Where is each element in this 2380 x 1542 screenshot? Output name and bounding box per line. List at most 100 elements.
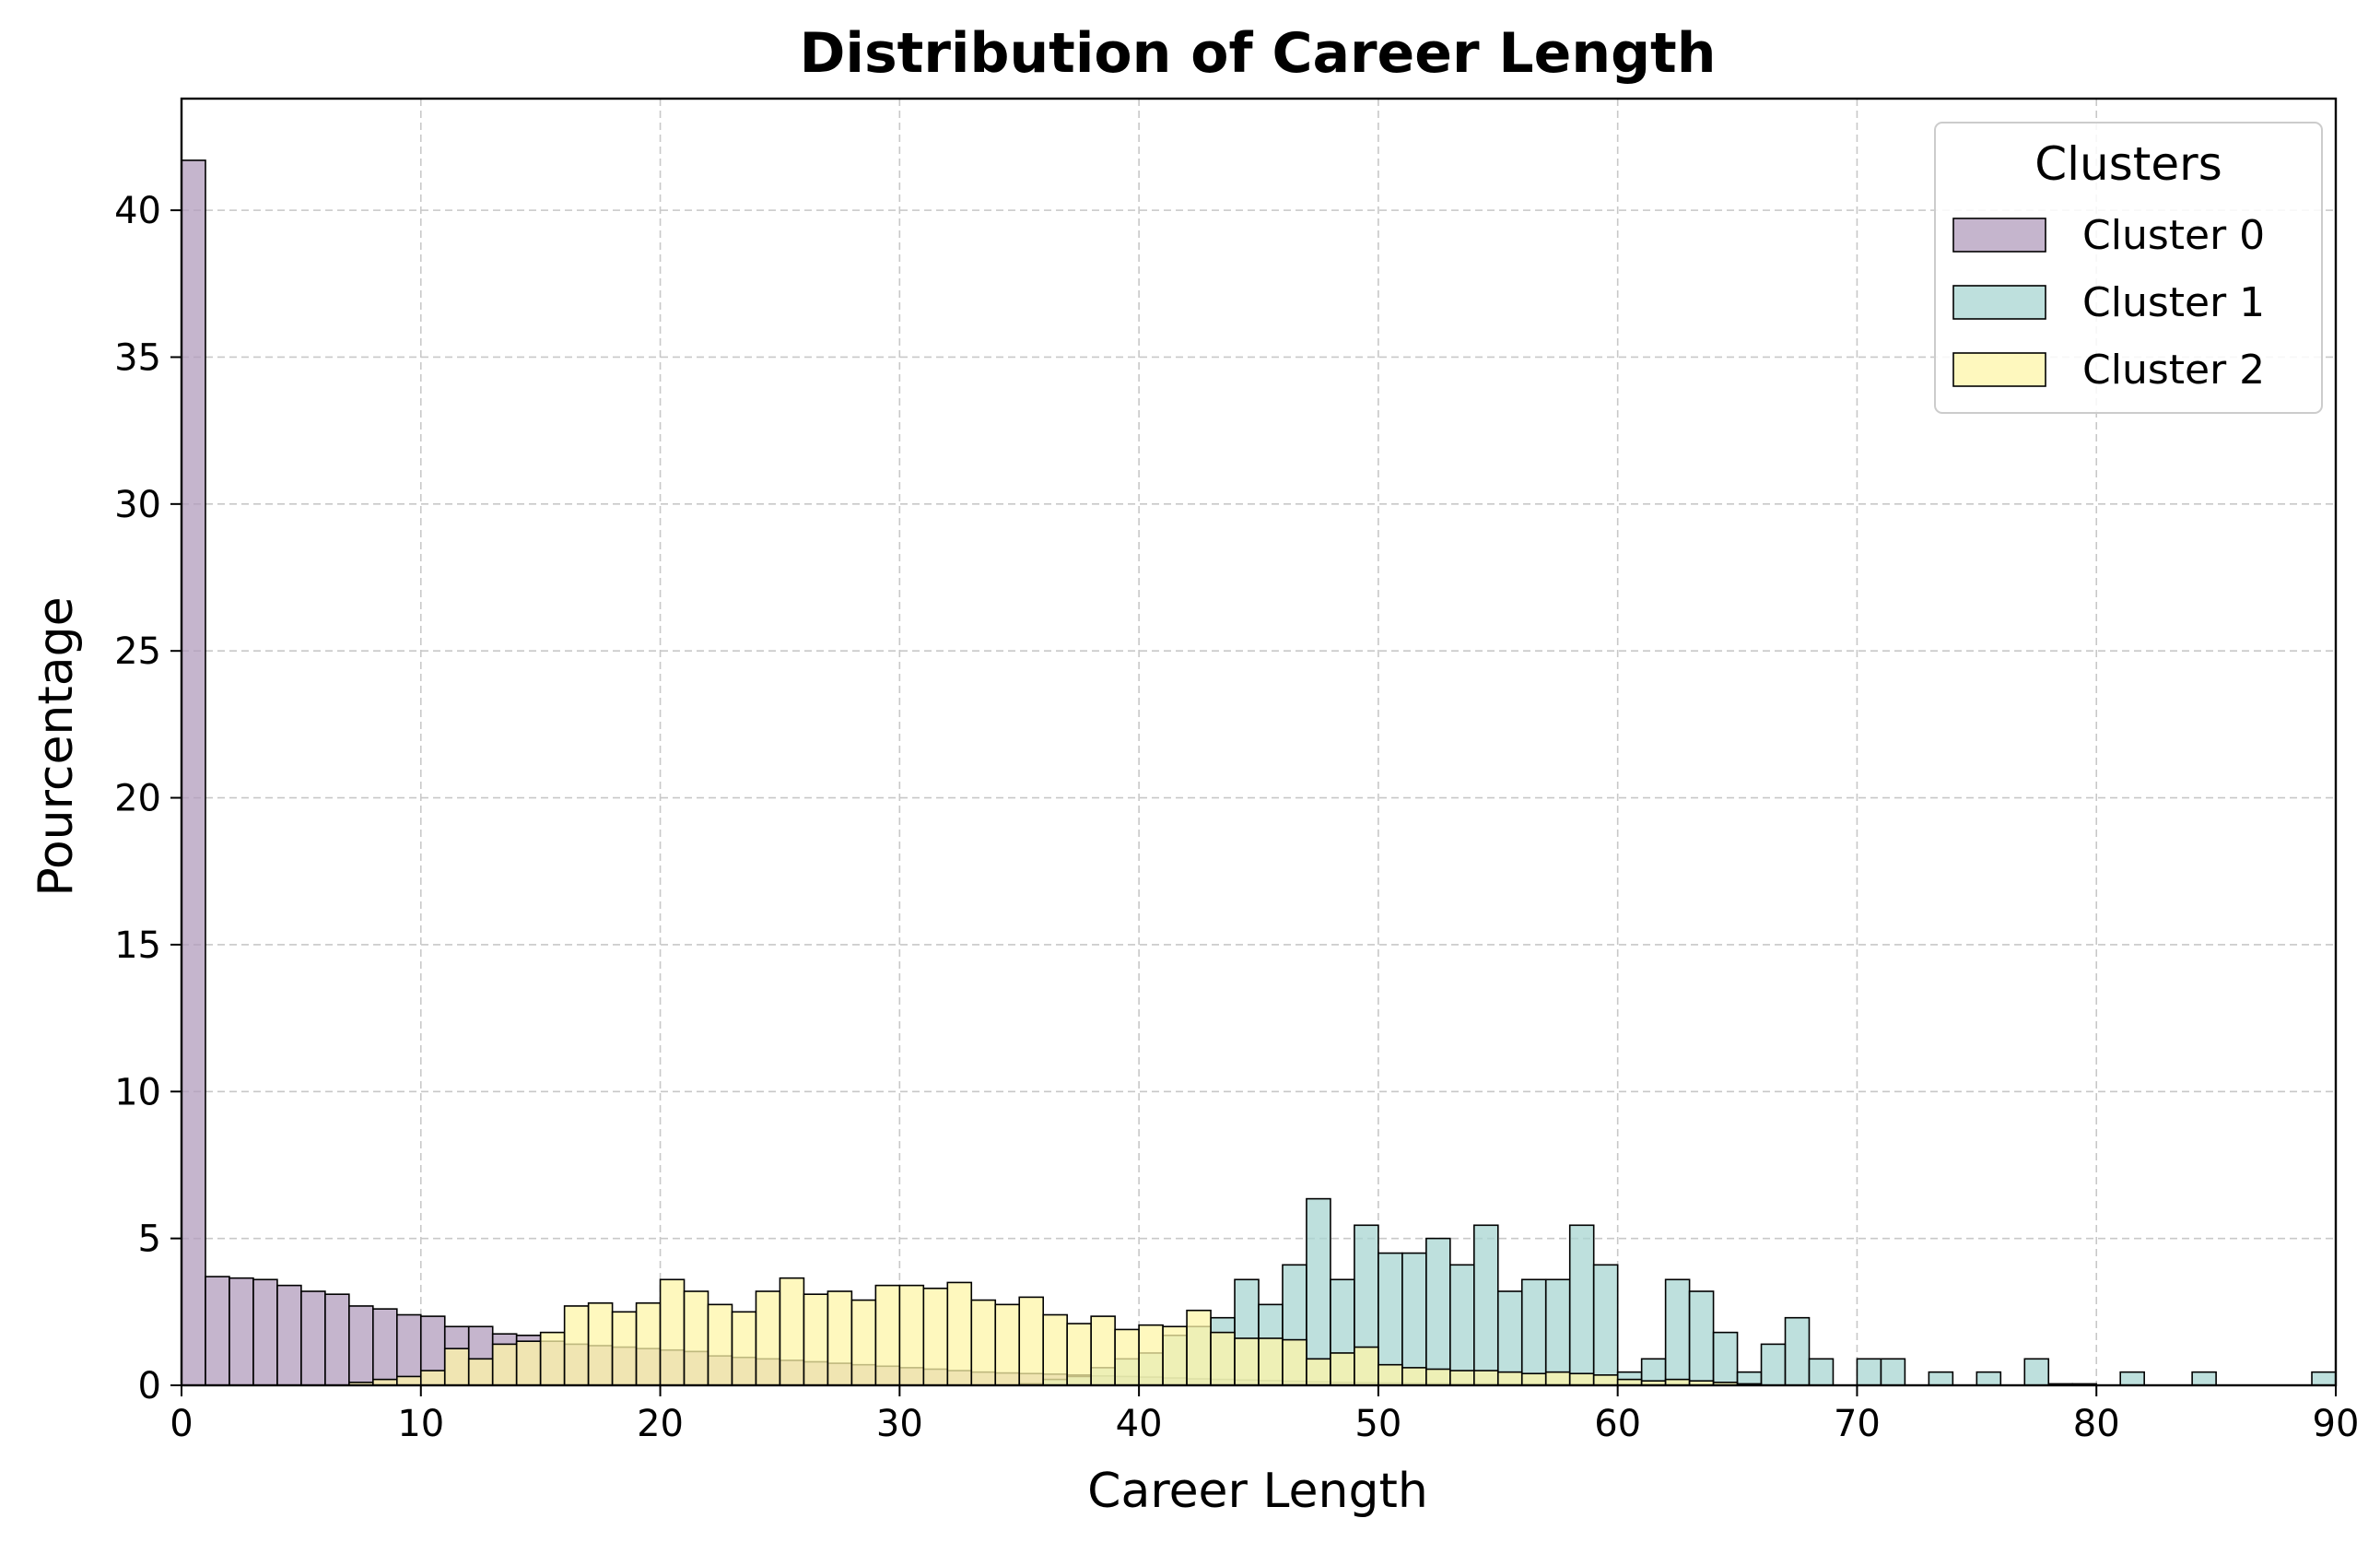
series-cluster-2	[348, 1277, 1763, 1386]
histogram-bar	[1401, 1252, 1427, 1386]
histogram-bar	[1592, 1374, 1619, 1386]
histogram-bar	[1712, 1331, 1739, 1386]
histogram-bar	[755, 1290, 781, 1386]
histogram-bar	[1449, 1370, 1475, 1386]
histogram-bar	[1114, 1328, 1140, 1386]
legend-entry: Cluster 1	[1952, 279, 2265, 326]
histogram-bar	[898, 1284, 925, 1386]
histogram-bar	[587, 1301, 614, 1386]
histogram-bar	[779, 1277, 805, 1386]
histogram-bar	[1473, 1370, 1499, 1386]
tick-labels: 0 10 20 30 40 50 60 70 80 90 0 5 10 15 20 25 30 35 40	[114, 190, 2359, 1445]
x-tick-label: 80	[2073, 1403, 2120, 1445]
histogram-bar	[1760, 1343, 1787, 1386]
legend-entries: Cluster 0 Cluster 1 Cluster 2	[1952, 212, 2265, 394]
histogram-bar	[2311, 1371, 2337, 1386]
histogram-bar	[229, 1277, 254, 1386]
histogram-bar	[1425, 1237, 1451, 1386]
histogram-bar	[731, 1311, 757, 1386]
histogram-bar	[2191, 1371, 2217, 1386]
histogram-bar	[611, 1311, 638, 1386]
plot-frame	[180, 97, 2338, 1387]
histogram-bar	[395, 1313, 422, 1386]
histogram-bar	[372, 1308, 398, 1386]
histogram-bar	[1976, 1371, 2002, 1386]
legend-swatch	[1952, 352, 2046, 387]
histogram-bar	[1473, 1224, 1499, 1386]
histogram-bar	[970, 1299, 997, 1386]
histogram-bar	[1210, 1331, 1236, 1386]
histogram-bar	[563, 1305, 590, 1386]
histogram-bar	[491, 1343, 518, 1386]
histogram-bar	[1592, 1264, 1619, 1386]
y-axis-label: Pourcentage	[29, 596, 84, 896]
histogram-bar	[707, 1303, 733, 1386]
histogram-bar	[1520, 1278, 1547, 1386]
histogram-bar	[1496, 1290, 1523, 1386]
histogram-bar	[874, 1284, 901, 1386]
histogram-bar	[659, 1278, 686, 1386]
histogram-bar	[1544, 1371, 1571, 1386]
x-tick-label: 70	[1834, 1403, 1881, 1445]
chart-title: Distribution of Career Length	[800, 21, 1717, 86]
histogram-bar	[300, 1290, 326, 1386]
histogram-bar	[850, 1299, 877, 1386]
histogram-bar	[1018, 1296, 1044, 1386]
legend-label: Cluster 0	[2082, 212, 2265, 259]
histogram-bar	[252, 1278, 278, 1386]
histogram-bar	[443, 1348, 470, 1386]
histogram-bar	[1306, 1358, 1331, 1386]
y-tick-label: 10	[114, 1071, 161, 1113]
y-tick-label: 15	[114, 924, 161, 967]
histogram-bar	[1234, 1337, 1260, 1386]
histogram-bar	[1928, 1371, 1954, 1386]
histogram-bar	[1520, 1372, 1547, 1386]
histogram-bar	[2023, 1358, 2050, 1386]
x-tick-label: 0	[170, 1403, 193, 1445]
histogram-bar	[276, 1284, 302, 1386]
histogram-bar	[635, 1301, 662, 1386]
histogram-bar	[994, 1303, 1021, 1386]
legend-title: Clusters	[2034, 137, 2222, 191]
series-cluster-0	[181, 159, 1739, 1386]
histogram-bar	[1568, 1224, 1595, 1386]
x-tick-label: 50	[1354, 1403, 1401, 1445]
histogram-bar	[205, 1276, 230, 1386]
histogram-bar	[1425, 1368, 1451, 1386]
histogram-bar	[946, 1281, 973, 1386]
legend-swatch	[1952, 218, 2046, 253]
legend-entry: Cluster 2	[1952, 347, 2265, 394]
histogram-bars	[181, 159, 2337, 1386]
histogram-bar	[467, 1358, 494, 1386]
y-tick-label: 25	[114, 630, 161, 673]
histogram-bar	[1784, 1316, 1811, 1386]
histogram-bar	[539, 1331, 566, 1386]
legend: Clusters Cluster 0 Cluster 1 Cluster 2	[1934, 122, 2323, 414]
histogram-bar	[1856, 1358, 1882, 1386]
histogram-bar	[1162, 1325, 1188, 1386]
histogram-bar	[1449, 1264, 1475, 1386]
histogram-bar	[1544, 1278, 1571, 1386]
histogram-bar	[1880, 1358, 1906, 1386]
histogram-bar	[803, 1293, 829, 1386]
x-tick-label: 20	[637, 1403, 684, 1445]
x-axis-label: Career Length	[1087, 1464, 1428, 1519]
histogram-bar	[515, 1340, 542, 1386]
y-tick-label: 30	[114, 484, 161, 526]
histogram-bar	[1042, 1313, 1068, 1386]
histogram-bar	[1066, 1323, 1092, 1386]
legend-frame	[1934, 122, 2323, 414]
histogram-bar	[827, 1290, 853, 1386]
histogram-bar	[683, 1290, 709, 1386]
histogram-bar	[324, 1293, 350, 1386]
legend-swatch	[1952, 285, 2046, 320]
histogram-bar	[1090, 1315, 1116, 1386]
histogram-bar	[2119, 1371, 2145, 1386]
histogram-bar	[1496, 1371, 1523, 1386]
y-tick-label: 35	[114, 336, 161, 379]
histogram-bar	[1354, 1346, 1379, 1386]
axes	[170, 97, 2338, 1396]
x-tick-label: 90	[2313, 1403, 2360, 1445]
